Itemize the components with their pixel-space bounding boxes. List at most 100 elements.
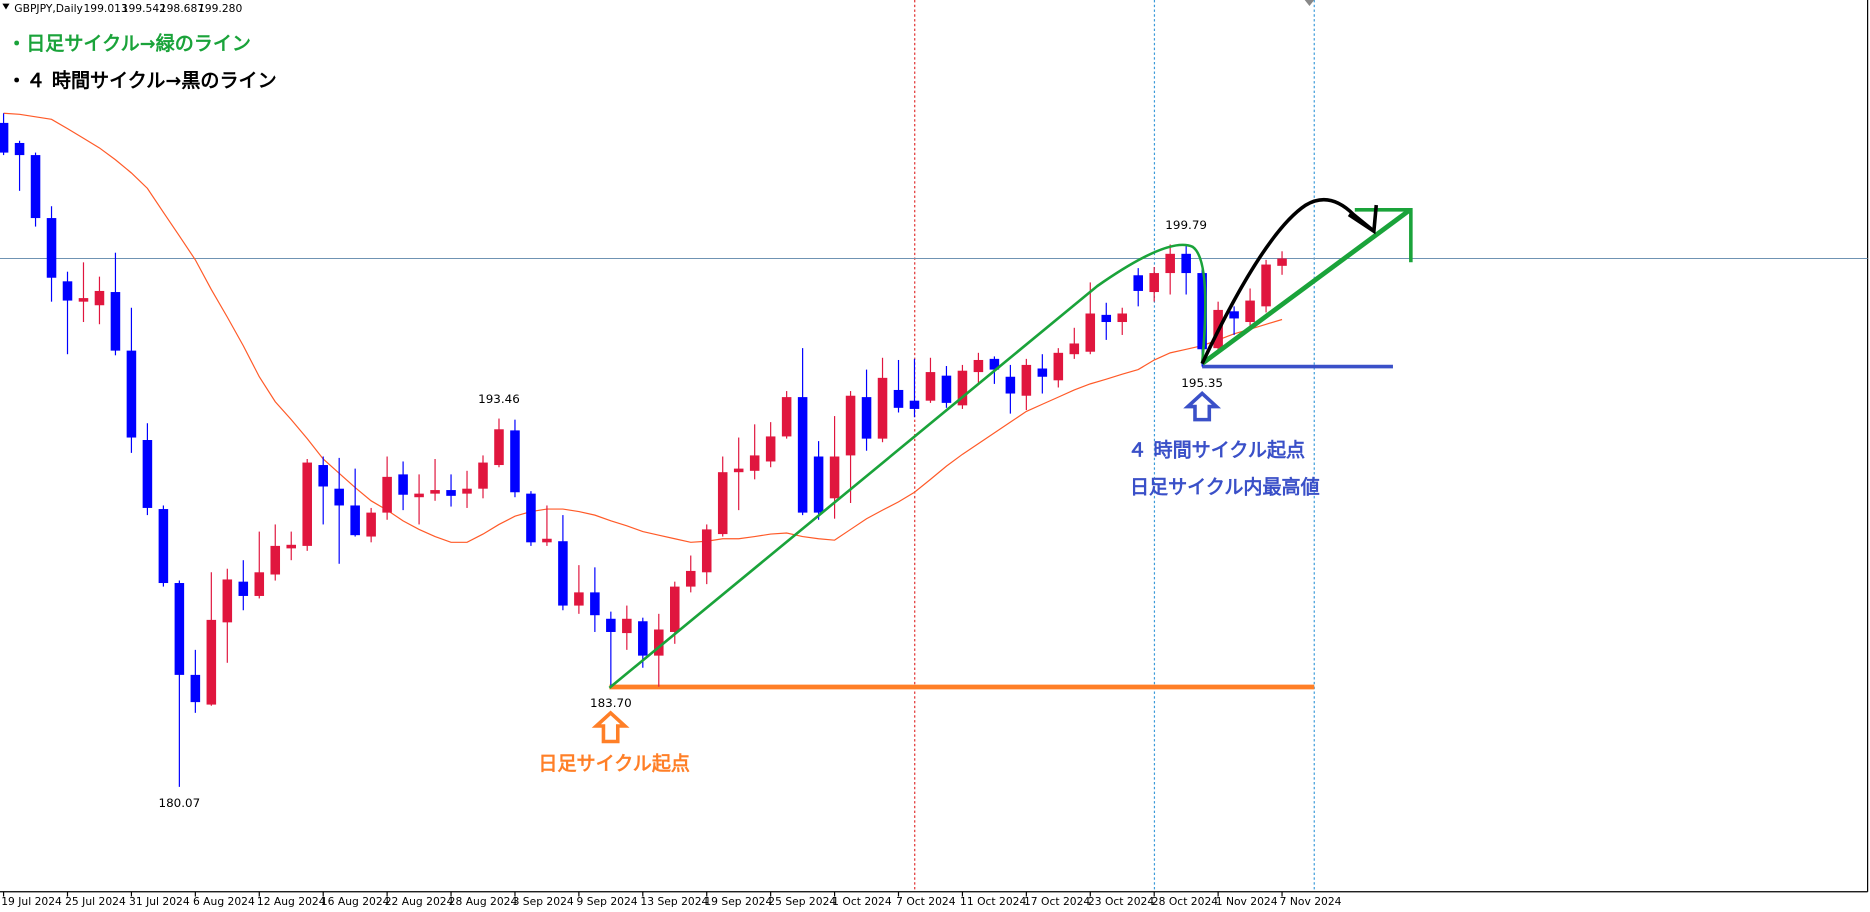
candles-layer: 19 Jul 2024 25 Jul 2024 31 Jul 2024 6 Aug 2… bbox=[0, 112, 1342, 908]
x-tick-label: 25 Jul 2024 bbox=[65, 895, 126, 908]
legend-entry: ・日足サイクル→緑のライン bbox=[7, 32, 251, 55]
ohlc-value: 199.280 bbox=[198, 2, 243, 15]
candle-body bbox=[398, 474, 408, 495]
candle-body bbox=[765, 436, 776, 462]
candle-body bbox=[462, 488, 472, 494]
candle-body bbox=[366, 512, 376, 537]
candle-body bbox=[797, 397, 808, 513]
menu-icon bbox=[2, 3, 10, 10]
candle-body bbox=[142, 440, 153, 508]
candle-body bbox=[190, 674, 201, 703]
candle-body bbox=[829, 456, 840, 499]
price-label: 180.07 bbox=[159, 796, 201, 810]
x-tick-label: 19 Sep 2024 bbox=[704, 895, 772, 908]
up-arrow-icon bbox=[591, 710, 630, 744]
candle-body bbox=[1245, 300, 1255, 323]
candle-body bbox=[1261, 264, 1271, 307]
x-tick-label: 28 Aug 2024 bbox=[449, 895, 518, 908]
x-tick-label: 3 Sep 2024 bbox=[513, 895, 574, 908]
candle-body bbox=[861, 397, 872, 439]
candle-body bbox=[526, 493, 536, 543]
candle-body bbox=[638, 621, 648, 656]
candle-body bbox=[334, 488, 344, 506]
candle-body bbox=[1277, 258, 1287, 266]
candle-body bbox=[1037, 368, 1048, 377]
candle-body bbox=[94, 290, 105, 306]
candle-body bbox=[957, 370, 968, 406]
candle-body bbox=[925, 372, 936, 401]
candle-body bbox=[302, 462, 312, 546]
candle-body bbox=[670, 586, 680, 632]
four-hour-curve bbox=[1200, 197, 1374, 365]
candle-body bbox=[813, 456, 824, 513]
background-layer bbox=[0, 258, 1868, 690]
x-tick-label: 1 Nov 2024 bbox=[1216, 895, 1278, 908]
x-tick-label: 1 Oct 2024 bbox=[832, 895, 892, 908]
candle-body bbox=[1021, 364, 1032, 396]
candle-body bbox=[222, 579, 233, 623]
x-tick-label: 11 Oct 2024 bbox=[960, 895, 1026, 908]
candle-body bbox=[1053, 352, 1064, 381]
arrow-head bbox=[1347, 204, 1379, 235]
candle-body bbox=[110, 292, 121, 351]
candle-body bbox=[446, 490, 456, 496]
candle-body bbox=[1149, 273, 1159, 293]
x-tick-label: 13 Sep 2024 bbox=[640, 895, 708, 908]
candle-body bbox=[414, 493, 424, 498]
marker bbox=[1304, 0, 1315, 6]
annotation: ４ 時間サイクル起点 bbox=[1128, 440, 1305, 462]
x-tick-label: 28 Oct 2024 bbox=[1152, 895, 1218, 908]
candle-body bbox=[1181, 253, 1191, 274]
candle-body bbox=[46, 218, 57, 278]
candle-body bbox=[893, 389, 904, 408]
candle-body bbox=[909, 400, 920, 409]
candle-body bbox=[430, 490, 440, 494]
x-tick-label: 19 Jul 2024 bbox=[1, 895, 62, 908]
x-tick-label: 7 Nov 2024 bbox=[1280, 895, 1342, 908]
x-tick-label: 9 Sep 2024 bbox=[577, 895, 638, 908]
price-label: 195.35 bbox=[1181, 376, 1223, 390]
x-tick-label: 16 Aug 2024 bbox=[321, 895, 390, 908]
candle-body bbox=[941, 375, 952, 403]
x-tick-label: 12 Aug 2024 bbox=[257, 895, 326, 908]
candle-body bbox=[270, 545, 281, 575]
candle-body bbox=[254, 572, 265, 596]
candle-body bbox=[1229, 311, 1239, 319]
candle-body bbox=[973, 359, 984, 373]
candle-body bbox=[654, 629, 664, 656]
ohlc-value: 198.687 bbox=[160, 2, 204, 15]
x-tick-label: 23 Oct 2024 bbox=[1088, 895, 1154, 908]
candle-body bbox=[30, 155, 41, 219]
candle-body bbox=[1165, 253, 1175, 274]
ohlc-value: 199.013 bbox=[83, 2, 127, 15]
daily-cycle-curve bbox=[608, 243, 1207, 689]
candle-body bbox=[622, 618, 632, 634]
candle-body bbox=[510, 430, 520, 493]
candle-body bbox=[749, 455, 760, 471]
candle-body bbox=[845, 395, 856, 456]
candle-body bbox=[542, 538, 552, 543]
candle-body bbox=[158, 509, 169, 584]
candle-body bbox=[478, 462, 488, 489]
x-tick-label: 31 Jul 2024 bbox=[129, 895, 190, 908]
ohlc-value: 199.542 bbox=[122, 2, 166, 15]
candle-body bbox=[62, 281, 73, 301]
candle-body bbox=[174, 583, 185, 675]
candle-body bbox=[717, 472, 728, 535]
x-tick-label: 17 Oct 2024 bbox=[1024, 895, 1090, 908]
candle-body bbox=[1117, 313, 1128, 323]
candle-body bbox=[1197, 273, 1207, 350]
x-tick-label: 7 Oct 2024 bbox=[896, 895, 956, 908]
candle-body bbox=[606, 618, 616, 632]
candle-body bbox=[494, 429, 504, 466]
candle-body bbox=[781, 397, 792, 437]
price-label: 199.79 bbox=[1165, 218, 1207, 232]
daily-trend-arrow bbox=[1200, 209, 1410, 366]
candle-body bbox=[382, 476, 392, 513]
candle-body bbox=[238, 581, 249, 596]
candle-body bbox=[14, 142, 25, 156]
candle-body bbox=[701, 529, 712, 573]
up-arrow-icon bbox=[1183, 390, 1222, 422]
